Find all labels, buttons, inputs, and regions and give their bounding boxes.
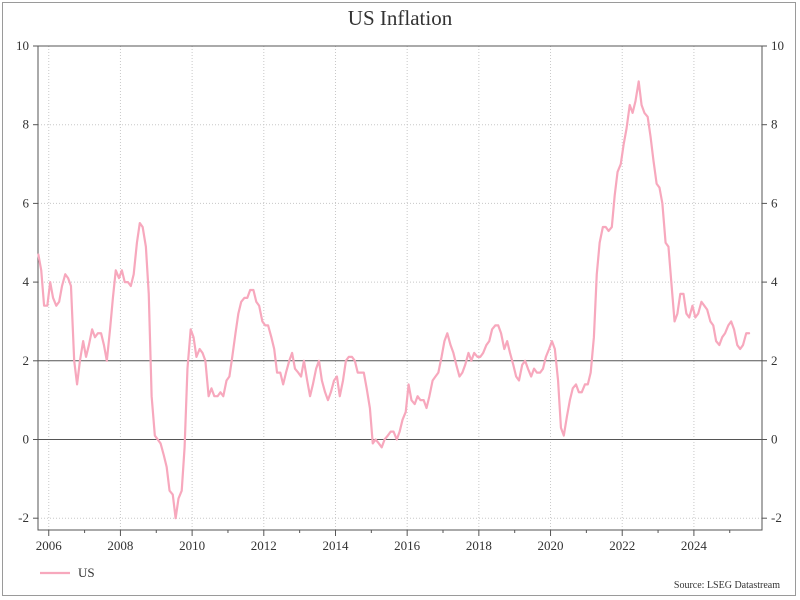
y-tick-label-right: 4: [771, 274, 778, 289]
y-tick-label-left: 6: [23, 195, 30, 210]
x-tick-label: 2020: [538, 538, 564, 553]
y-tick-label-right: 2: [771, 353, 778, 368]
y-tick-label-left: -2: [18, 510, 29, 525]
legend-label-us: US: [78, 565, 95, 580]
x-tick-label: 2010: [179, 538, 205, 553]
chart-source: Source: LSEG Datastream: [673, 580, 780, 591]
plot-area-border: [37, 45, 763, 531]
x-tick-label: 2018: [466, 538, 492, 553]
x-tick-label: 2014: [322, 538, 349, 553]
y-tick-label-left: 8: [23, 117, 30, 132]
y-tick-label-right: 6: [771, 195, 778, 210]
y-tick-label-left: 10: [16, 38, 29, 53]
x-tick-label: 2006: [36, 538, 63, 553]
x-tick-label: 2008: [107, 538, 133, 553]
chart-title: US Inflation: [347, 6, 453, 30]
y-tick-label-right: -2: [771, 510, 782, 525]
y-tick-label-right: 10: [771, 38, 784, 53]
y-tick-label-right: 0: [771, 431, 778, 446]
y-tick-label-left: 0: [23, 431, 30, 446]
y-tick-label-left: 2: [23, 353, 30, 368]
x-tick-label: 2012: [251, 538, 277, 553]
x-tick-label: 2024: [681, 538, 708, 553]
y-tick-label-right: 8: [771, 117, 778, 132]
series-line-us: [37, 80, 751, 520]
x-tick-label: 2022: [609, 538, 635, 553]
y-tick-label-left: 4: [23, 274, 30, 289]
x-tick-label: 2016: [394, 538, 421, 553]
